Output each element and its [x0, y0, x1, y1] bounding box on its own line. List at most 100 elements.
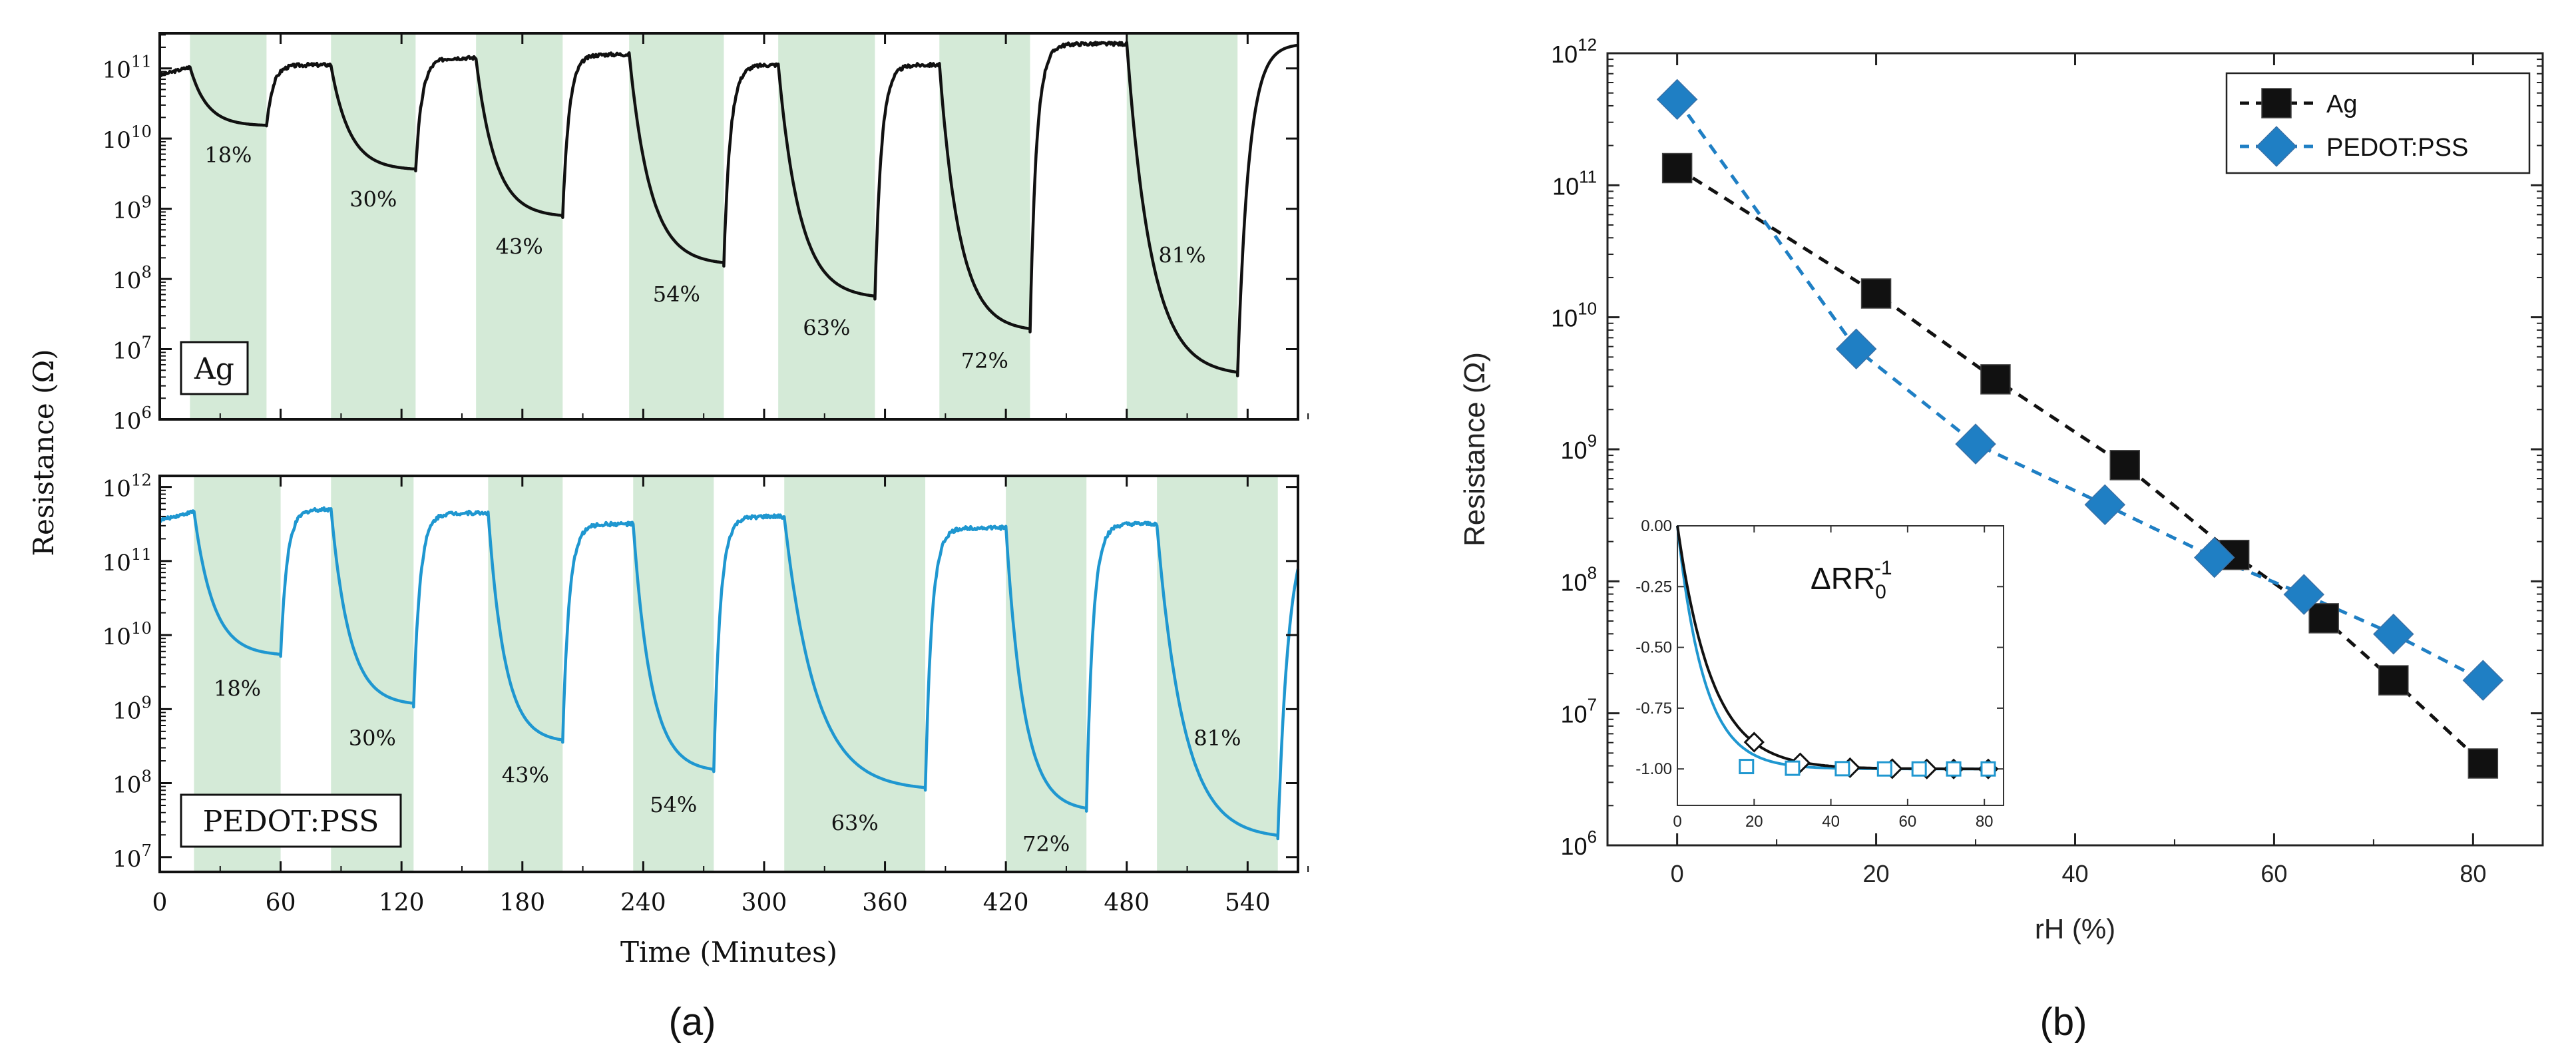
data-point-pedot — [1656, 79, 1698, 120]
x-axis-label: Time (Minutes) — [620, 936, 837, 968]
data-point-pedot — [1955, 423, 1996, 465]
humidity-exposure-window — [629, 35, 724, 418]
humidity-exposure-window — [476, 35, 563, 418]
data-point-ag — [2308, 603, 2339, 634]
inset-data-point — [1834, 761, 1850, 777]
x-tick-label: 20 — [1863, 860, 1890, 887]
humidity-label: 18% — [204, 142, 252, 168]
humidity-exposure-window — [778, 35, 875, 418]
y-tick-label: 1011 — [103, 544, 152, 576]
inset-data-point — [1911, 761, 1927, 777]
y-tick-label: 106 — [112, 403, 152, 435]
y-tick-label: 1012 — [1551, 36, 1597, 68]
data-point-ag — [2109, 450, 2140, 481]
humidity-label: 43% — [496, 234, 543, 259]
humidity-exposure-window — [633, 477, 714, 871]
y-tick-label: 108 — [1561, 564, 1597, 596]
y-tick-label: 109 — [112, 692, 152, 724]
legend-marker — [2261, 88, 2292, 118]
inset-frame — [1677, 525, 2004, 806]
y-tick-label: 108 — [112, 767, 152, 799]
inset-title: ΔRR0-1 — [1811, 557, 1892, 603]
x-tick-label: 180 — [499, 889, 545, 917]
x-tick-label: 300 — [742, 889, 787, 917]
y-tick-label: 107 — [112, 333, 152, 365]
data-point-pedot — [2373, 613, 2414, 655]
resistance-curve-pedot — [158, 506, 1300, 841]
legend-label: PEDOT:PSS — [2326, 134, 2468, 162]
inset-y-tick-label: -0.75 — [1635, 700, 1672, 718]
x-tick-label: 360 — [862, 889, 908, 917]
data-point-pedot — [2462, 660, 2504, 701]
x-tick-label: 540 — [1225, 889, 1271, 917]
data-point-ag — [2468, 748, 2499, 779]
resistance-curve-ag — [159, 41, 1299, 377]
x-tick-label: 40 — [2061, 860, 2088, 887]
x-tick-label: 80 — [2460, 860, 2486, 887]
data-point-ag — [1860, 278, 1892, 309]
y-tick-label: 106 — [1561, 828, 1597, 860]
panel-b: 106 107 108 109 1010 1011 1012 0 20 40 60 80 rH (%) R… — [1458, 36, 2544, 1044]
inset-y-tick-label: -1.00 — [1635, 760, 1672, 778]
humidity-exposure-window — [1126, 35, 1238, 418]
x-tick-label: 60 — [266, 889, 296, 917]
x-tick-label: 60 — [2260, 860, 2287, 887]
inset-x-tick-label: 60 — [1899, 813, 1917, 831]
sample-label-box — [180, 341, 249, 395]
y-tick-label: 1011 — [103, 52, 152, 84]
y-tick-label: 107 — [1561, 696, 1597, 728]
inset-data-point — [1739, 759, 1755, 775]
sample-label: Ag — [194, 352, 234, 386]
humidity-exposure-window — [488, 477, 563, 871]
y-tick-label: 1011 — [1552, 168, 1597, 200]
inset-y-tick-label: -0.50 — [1635, 639, 1672, 657]
y-tick-label: 1012 — [103, 471, 152, 503]
data-point-pedot — [2193, 536, 2235, 578]
humidity-label: 81% — [1158, 243, 1205, 268]
humidity-label: 30% — [349, 187, 397, 212]
subplot-ag: 18% 30% 43% 54% 63% 72% 81% 106 107 108 109 1010 101… — [103, 32, 1309, 435]
data-point-pedot — [2283, 574, 2325, 615]
x-tick-label: 240 — [620, 889, 666, 917]
x-tick-label: 120 — [379, 889, 425, 917]
panel-a: 18% 30% 43% 54% 63% 72% 81% 106 107 108 109 1010 101… — [27, 32, 1309, 1044]
y-axis-label: Resistance (Ω) — [1458, 352, 1491, 546]
humidity-label: 43% — [502, 762, 549, 787]
y-tick-label: 109 — [1561, 432, 1597, 464]
humidity-exposure-window — [331, 35, 416, 418]
series-line-pedot — [1675, 98, 2484, 682]
data-point-ag — [1661, 152, 1693, 184]
inset-y-tick-label: -0.25 — [1635, 578, 1672, 596]
inset-plot: 0.00 -0.25 -0.50 -0.75 -1.00 0 20 40 60 80 ΔRR0-1 — [1635, 517, 2004, 831]
data-point-pedot — [1835, 328, 1877, 370]
y-tick-label: 107 — [112, 841, 152, 873]
inset-x-tick-label: 40 — [1822, 813, 1840, 831]
panel-a-axes-text: 0 60 120 180 240 300 360 420 480 540 Time (Minutes… — [27, 349, 1271, 1044]
y-tick-label: 1010 — [103, 122, 152, 154]
y-axis-label: Resistance (Ω) — [27, 349, 60, 556]
humidity-label: 63% — [803, 316, 850, 341]
inset-y-tick-label: 0.00 — [1641, 517, 1672, 535]
humidity-label: 72% — [961, 348, 1008, 373]
legend-label: Ag — [2326, 91, 2357, 118]
humidity-label: 18% — [214, 676, 261, 701]
y-tick-label: 109 — [112, 192, 152, 224]
x-tick-label: 0 — [1671, 860, 1684, 887]
inset-data-point — [1743, 732, 1765, 753]
inset-data-point — [1876, 761, 1892, 777]
humidity-label: 54% — [650, 792, 697, 817]
x-tick-label: 420 — [983, 889, 1029, 917]
inset-data-point — [1946, 761, 1962, 777]
humidity-label: 30% — [349, 726, 396, 751]
humidity-exposure-window — [939, 35, 1030, 418]
humidity-label: 63% — [831, 811, 879, 836]
subplot-pedot: 18% 30% 43% 54% 63% 72% 81% 107 108 109 1010 1011 10… — [103, 471, 1309, 873]
sample-label-box — [180, 793, 402, 848]
plot-frame — [158, 32, 1299, 421]
sample-label: PEDOT:PSS — [203, 805, 379, 839]
x-axis-label: rH (%) — [2035, 913, 2115, 945]
humidity-label: 72% — [1022, 831, 1070, 857]
data-point-ag — [2378, 665, 2409, 696]
humidity-exposure-window — [784, 477, 926, 871]
